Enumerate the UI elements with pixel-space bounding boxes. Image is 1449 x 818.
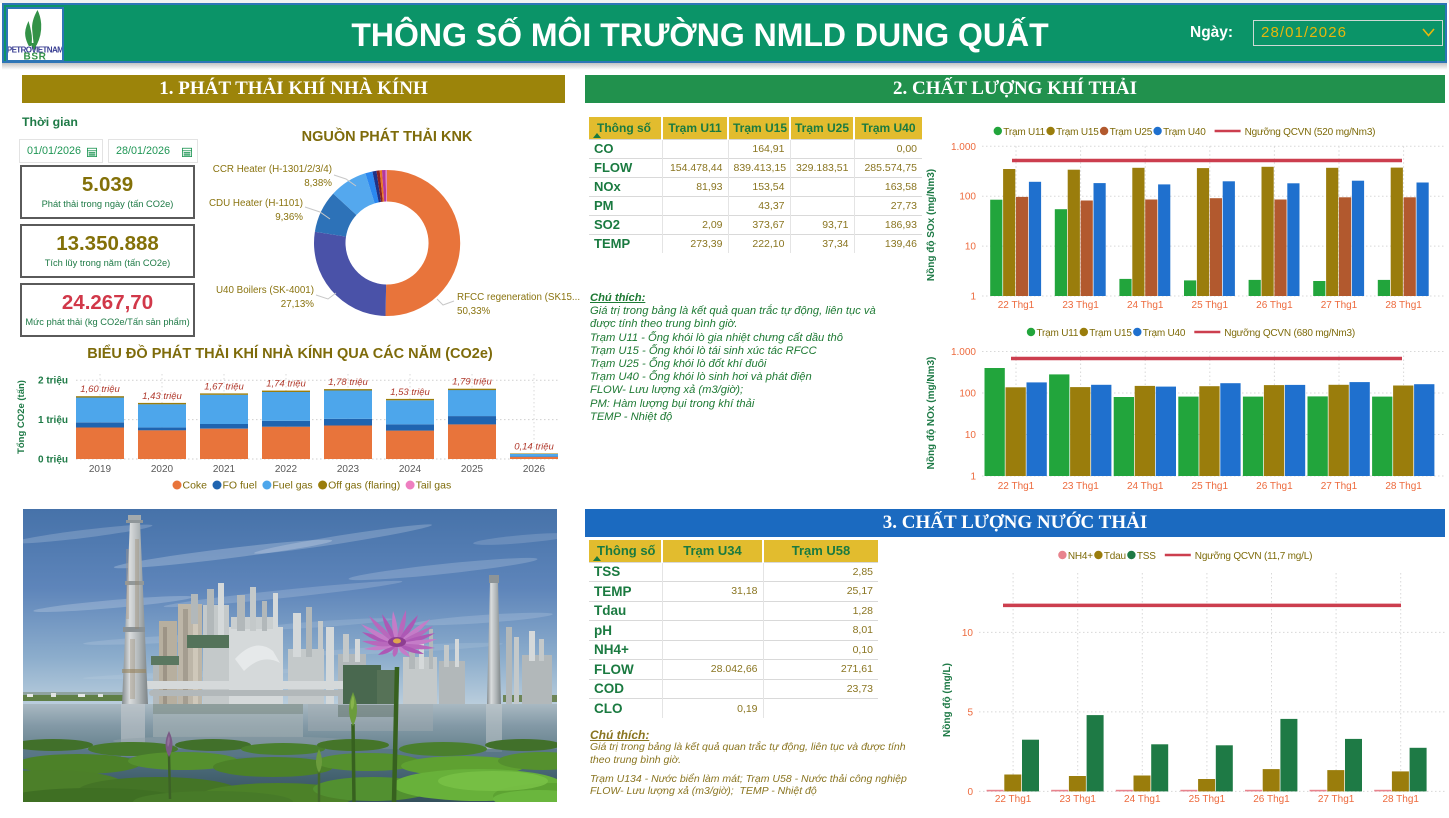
svg-text:PETROVIETNAM: PETROVIETNAM bbox=[8, 46, 62, 55]
svg-text:TSS: TSS bbox=[1137, 551, 1156, 562]
svg-text:22 Thg1: 22 Thg1 bbox=[998, 481, 1035, 492]
svg-text:10: 10 bbox=[965, 430, 977, 441]
svg-text:27 Thg1: 27 Thg1 bbox=[1318, 794, 1355, 805]
svg-text:2022: 2022 bbox=[275, 464, 298, 475]
svg-text:27 Thg1: 27 Thg1 bbox=[1321, 300, 1358, 311]
svg-text:10: 10 bbox=[965, 242, 977, 253]
svg-text:22 Thg1: 22 Thg1 bbox=[998, 300, 1035, 311]
svg-text:1,79 triệu: 1,79 triệu bbox=[452, 377, 492, 388]
svg-text:Trạm U11: Trạm U11 bbox=[1003, 127, 1045, 138]
svg-text:CDU Heater (H-1101): CDU Heater (H-1101) bbox=[209, 198, 303, 209]
svg-text:Trạm U11: Trạm U11 bbox=[1037, 328, 1079, 339]
svg-text:NGUỒN PHÁT THẢI KNK: NGUỒN PHÁT THẢI KNK bbox=[302, 127, 473, 145]
svg-text:28 Thg1: 28 Thg1 bbox=[1385, 300, 1422, 311]
svg-text:RFCC regeneration (SK15...: RFCC regeneration (SK15... bbox=[457, 292, 580, 303]
svg-text:26 Thg1: 26 Thg1 bbox=[1256, 481, 1293, 492]
svg-text:Tdau: Tdau bbox=[1104, 551, 1126, 562]
svg-text:100: 100 bbox=[959, 389, 976, 400]
svg-text:23 Thg1: 23 Thg1 bbox=[1059, 794, 1096, 805]
svg-text:8,38%: 8,38% bbox=[304, 178, 332, 189]
svg-text:10: 10 bbox=[962, 628, 974, 639]
svg-text:NH4+: NH4+ bbox=[1068, 551, 1093, 562]
svg-text:28 Thg1: 28 Thg1 bbox=[1385, 481, 1422, 492]
svg-text:1,53 triệu: 1,53 triệu bbox=[390, 387, 430, 398]
svg-text:0,14 triệu: 0,14 triệu bbox=[514, 442, 554, 453]
svg-text:27,13%: 27,13% bbox=[281, 299, 315, 310]
svg-text:50,33%: 50,33% bbox=[457, 306, 491, 317]
svg-text:2026: 2026 bbox=[523, 464, 546, 475]
svg-text:26 Thg1: 26 Thg1 bbox=[1253, 794, 1290, 805]
svg-text:2023: 2023 bbox=[337, 464, 360, 475]
svg-text:CCR Heater (H-1301/2/3/4): CCR Heater (H-1301/2/3/4) bbox=[213, 164, 332, 175]
svg-text:23 Thg1: 23 Thg1 bbox=[1062, 300, 1099, 311]
svg-text:1,60 triệu: 1,60 triệu bbox=[80, 384, 120, 395]
svg-text:Trạm U15: Trạm U15 bbox=[1056, 127, 1099, 138]
svg-text:24 Thg1: 24 Thg1 bbox=[1127, 481, 1164, 492]
svg-text:2019: 2019 bbox=[89, 464, 112, 475]
svg-text:U40 Boilers (SK-4001): U40 Boilers (SK-4001) bbox=[216, 285, 314, 296]
svg-text:1.000: 1.000 bbox=[951, 142, 976, 153]
svg-text:Trạm U40: Trạm U40 bbox=[1163, 127, 1206, 138]
svg-text:1,78 triệu: 1,78 triệu bbox=[328, 377, 368, 388]
svg-text:Nồng độ SOx (mg/Nm3): Nồng độ SOx (mg/Nm3) bbox=[925, 169, 937, 281]
svg-text:23 Thg1: 23 Thg1 bbox=[1062, 481, 1099, 492]
svg-text:2025: 2025 bbox=[461, 464, 484, 475]
svg-text:2024: 2024 bbox=[399, 464, 422, 475]
svg-text:2 triệu: 2 triệu bbox=[38, 376, 68, 387]
svg-text:2020: 2020 bbox=[151, 464, 174, 475]
svg-text:100: 100 bbox=[959, 192, 976, 203]
svg-text:22 Thg1: 22 Thg1 bbox=[995, 794, 1032, 805]
svg-text:1,74 triệu: 1,74 triệu bbox=[266, 379, 306, 390]
svg-text:1: 1 bbox=[970, 292, 976, 303]
svg-text:9,36%: 9,36% bbox=[275, 212, 303, 223]
svg-text:0: 0 bbox=[967, 787, 973, 798]
svg-text:Nồng độ NOx (mg/Nm3): Nồng độ NOx (mg/Nm3) bbox=[925, 357, 937, 470]
svg-text:Ngưỡng QCVN (680 mg/Nm3): Ngưỡng QCVN (680 mg/Nm3) bbox=[1224, 328, 1355, 339]
svg-text:Fuel gas: Fuel gas bbox=[272, 480, 312, 492]
svg-text:BIỂU ĐỒ PHÁT THẢI KHÍ NHÀ KÍNH: BIỂU ĐỒ PHÁT THẢI KHÍ NHÀ KÍNH QUA CÁC N… bbox=[87, 344, 493, 362]
svg-text:Trạm U15: Trạm U15 bbox=[1089, 328, 1132, 339]
svg-text:1.000: 1.000 bbox=[951, 347, 976, 358]
svg-text:Coke: Coke bbox=[183, 480, 208, 492]
svg-text:27 Thg1: 27 Thg1 bbox=[1321, 481, 1358, 492]
svg-text:25 Thg1: 25 Thg1 bbox=[1192, 300, 1229, 311]
svg-text:1,43 triệu: 1,43 triệu bbox=[142, 391, 182, 402]
svg-text:Trạm U25: Trạm U25 bbox=[1110, 127, 1153, 138]
svg-text:28 Thg1: 28 Thg1 bbox=[1382, 794, 1419, 805]
svg-text:25 Thg1: 25 Thg1 bbox=[1192, 481, 1229, 492]
svg-text:Off gas (flaring): Off gas (flaring) bbox=[328, 480, 400, 492]
svg-text:25 Thg1: 25 Thg1 bbox=[1189, 794, 1226, 805]
svg-text:5: 5 bbox=[967, 707, 973, 718]
svg-text:FO fuel: FO fuel bbox=[223, 480, 257, 492]
svg-text:Trạm U40: Trạm U40 bbox=[1143, 328, 1186, 339]
svg-text:Tail gas: Tail gas bbox=[416, 480, 452, 492]
svg-text:1: 1 bbox=[970, 472, 976, 483]
svg-text:2021: 2021 bbox=[213, 464, 236, 475]
svg-text:24 Thg1: 24 Thg1 bbox=[1124, 794, 1161, 805]
svg-text:Nồng độ (mg/L): Nồng độ (mg/L) bbox=[941, 663, 953, 737]
svg-text:0 triệu: 0 triệu bbox=[38, 455, 68, 466]
svg-text:Ngưỡng QCVN (520 mg/Nm3): Ngưỡng QCVN (520 mg/Nm3) bbox=[1245, 127, 1376, 138]
svg-text:26 Thg1: 26 Thg1 bbox=[1256, 300, 1293, 311]
svg-text:BSR: BSR bbox=[24, 52, 47, 61]
svg-text:1 triệu: 1 triệu bbox=[38, 415, 68, 426]
svg-text:1,67 triệu: 1,67 triệu bbox=[204, 381, 244, 392]
svg-text:24 Thg1: 24 Thg1 bbox=[1127, 300, 1164, 311]
svg-text:Tổng CO2e (tấn): Tổng CO2e (tấn) bbox=[16, 380, 27, 454]
svg-text:Ngưỡng QCVN (11,7 mg/L): Ngưỡng QCVN (11,7 mg/L) bbox=[1195, 551, 1312, 562]
